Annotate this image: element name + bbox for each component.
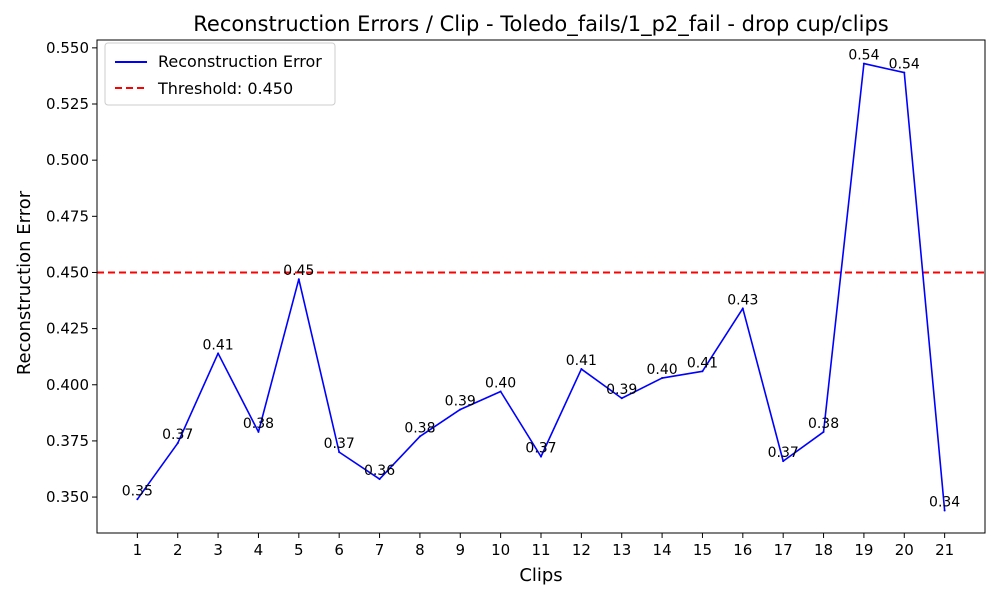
x-tick-label: 17 xyxy=(774,541,793,559)
data-label: 0.41 xyxy=(566,353,597,369)
x-tick-label: 3 xyxy=(213,541,223,559)
y-tick-label: 0.375 xyxy=(46,432,89,450)
data-label: 0.41 xyxy=(203,337,234,353)
y-tick-label: 0.550 xyxy=(46,39,89,57)
plot-area: 0.3500.3750.4000.4250.4500.4750.5000.525… xyxy=(46,39,986,559)
data-label: 0.39 xyxy=(445,393,476,409)
y-tick-label: 0.450 xyxy=(46,263,89,281)
x-tick-label: 18 xyxy=(814,541,833,559)
x-tick-label: 9 xyxy=(455,541,465,559)
data-label: 0.38 xyxy=(808,416,839,432)
x-tick-label: 12 xyxy=(572,541,591,559)
data-label: 0.40 xyxy=(485,376,516,392)
data-point xyxy=(378,478,381,481)
x-tick-label: 8 xyxy=(415,541,425,559)
data-point xyxy=(499,390,502,393)
data-point xyxy=(741,307,744,310)
data-label: 0.38 xyxy=(243,416,274,432)
data-point xyxy=(459,408,462,411)
data-point xyxy=(822,430,825,433)
y-tick-label: 0.425 xyxy=(46,320,89,338)
data-label: 0.38 xyxy=(404,420,435,436)
y-tick-label: 0.525 xyxy=(46,95,89,113)
data-point xyxy=(701,370,704,373)
x-axis-label: Clips xyxy=(519,565,562,586)
data-point xyxy=(176,442,179,445)
x-tick-label: 16 xyxy=(733,541,752,559)
y-axis-label: Reconstruction Error xyxy=(14,190,35,375)
x-tick-label: 21 xyxy=(935,541,954,559)
x-tick-label: 7 xyxy=(375,541,385,559)
data-point xyxy=(782,460,785,463)
legend-series-label: Reconstruction Error xyxy=(158,52,322,71)
x-tick-label: 5 xyxy=(294,541,304,559)
legend-threshold-label: Threshold: 0.450 xyxy=(157,79,293,98)
data-point xyxy=(620,397,623,400)
x-tick-label: 10 xyxy=(491,541,510,559)
data-label: 0.34 xyxy=(929,495,960,511)
data-label: 0.39 xyxy=(606,382,637,398)
data-label: 0.45 xyxy=(283,263,314,279)
data-label: 0.37 xyxy=(162,427,193,443)
data-point xyxy=(661,377,664,380)
data-label: 0.40 xyxy=(647,362,678,378)
data-point xyxy=(338,451,341,454)
x-tick-label: 20 xyxy=(895,541,914,559)
data-point xyxy=(257,430,260,433)
data-label: 0.37 xyxy=(525,441,556,457)
data-label: 0.35 xyxy=(122,483,153,499)
plot-frame xyxy=(96,39,986,534)
data-point xyxy=(580,368,583,371)
data-label: 0.43 xyxy=(727,292,758,308)
data-label: 0.36 xyxy=(364,463,395,479)
y-tick-label: 0.500 xyxy=(46,151,89,169)
data-point xyxy=(903,71,906,74)
data-label: 0.37 xyxy=(768,445,799,461)
x-tick-label: 4 xyxy=(254,541,264,559)
y-tick-label: 0.350 xyxy=(46,488,89,506)
data-point xyxy=(943,509,946,512)
data-label: 0.54 xyxy=(889,57,920,73)
x-tick-label: 13 xyxy=(612,541,631,559)
y-tick-label: 0.400 xyxy=(46,376,89,394)
x-tick-label: 2 xyxy=(173,541,183,559)
x-tick-label: 15 xyxy=(693,541,712,559)
chart-title: Reconstruction Errors / Clip - Toledo_fa… xyxy=(193,12,888,37)
x-tick-label: 14 xyxy=(653,541,672,559)
x-tick-label: 19 xyxy=(854,541,873,559)
data-label: 0.54 xyxy=(848,48,879,64)
legend-box xyxy=(104,42,336,106)
data-label: 0.37 xyxy=(324,436,355,452)
y-tick-label: 0.475 xyxy=(46,207,89,225)
data-point xyxy=(540,455,542,458)
data-label: 0.41 xyxy=(687,355,718,371)
data-point xyxy=(217,352,220,355)
x-tick-label: 6 xyxy=(334,541,344,559)
data-point xyxy=(862,62,865,65)
data-point xyxy=(136,498,139,501)
data-point xyxy=(297,278,300,281)
x-tick-label: 1 xyxy=(133,541,143,559)
data-point xyxy=(418,435,421,438)
x-tick-label: 11 xyxy=(531,541,550,559)
legend: Reconstruction Error Threshold: 0.450 xyxy=(104,42,336,106)
